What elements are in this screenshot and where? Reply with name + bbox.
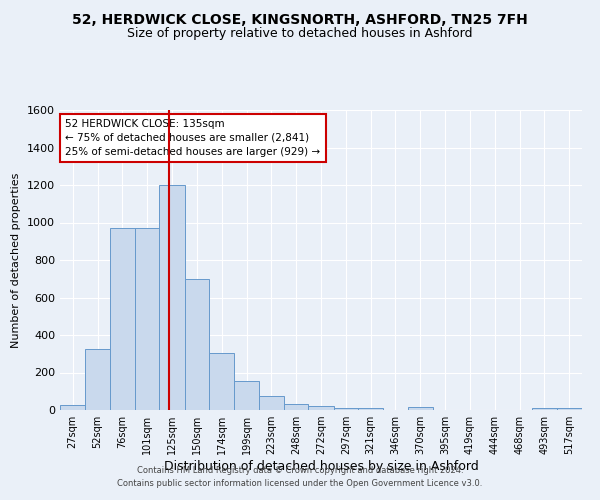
- Text: Contains HM Land Registry data © Crown copyright and database right 2024.
Contai: Contains HM Land Registry data © Crown c…: [118, 466, 482, 487]
- Bar: [557, 408, 582, 410]
- Bar: [308, 406, 334, 410]
- Text: Size of property relative to detached houses in Ashford: Size of property relative to detached ho…: [127, 28, 473, 40]
- Bar: [235, 381, 259, 410]
- Bar: [85, 349, 110, 410]
- Bar: [334, 408, 358, 410]
- Text: 52, HERDWICK CLOSE, KINGSNORTH, ASHFORD, TN25 7FH: 52, HERDWICK CLOSE, KINGSNORTH, ASHFORD,…: [72, 12, 528, 26]
- Bar: [185, 279, 209, 410]
- Bar: [407, 407, 433, 410]
- Bar: [532, 408, 557, 410]
- X-axis label: Distribution of detached houses by size in Ashford: Distribution of detached houses by size …: [164, 460, 478, 473]
- Text: 52 HERDWICK CLOSE: 135sqm
← 75% of detached houses are smaller (2,841)
25% of se: 52 HERDWICK CLOSE: 135sqm ← 75% of detac…: [65, 119, 320, 157]
- Bar: [259, 396, 284, 410]
- Bar: [160, 185, 185, 410]
- Bar: [284, 404, 308, 410]
- Bar: [358, 408, 383, 410]
- Y-axis label: Number of detached properties: Number of detached properties: [11, 172, 22, 348]
- Bar: [135, 228, 160, 410]
- Bar: [110, 228, 135, 410]
- Bar: [209, 353, 235, 410]
- Bar: [60, 406, 85, 410]
